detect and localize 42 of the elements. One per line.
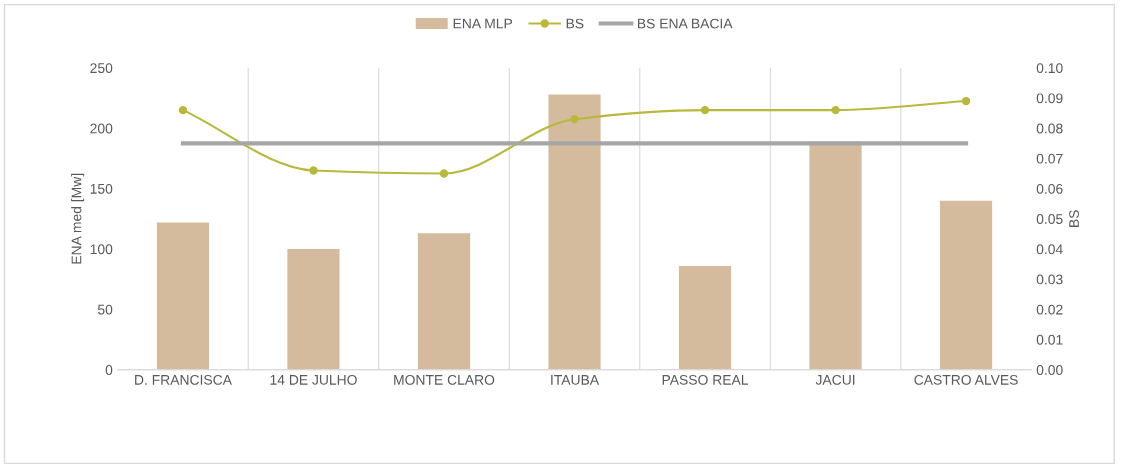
bar bbox=[548, 94, 601, 370]
legend-label: BS bbox=[566, 18, 584, 29]
x-tick-label: ITAUBA bbox=[551, 375, 600, 385]
y2-tick-label: 0.03 bbox=[1036, 274, 1063, 285]
bar bbox=[939, 200, 993, 370]
y2-tick-label: 0.08 bbox=[1036, 123, 1063, 134]
point bbox=[700, 105, 710, 115]
point bbox=[309, 166, 318, 175]
x-tick-label: D. FRANCISCA bbox=[135, 374, 232, 385]
bar bbox=[156, 222, 210, 370]
legend-label: BS ENA BACIA bbox=[637, 18, 733, 29]
y2-tick-label: 0.01 bbox=[1036, 334, 1063, 345]
y-tick-label: 250 bbox=[90, 63, 113, 74]
y2-tick-label: 0.10 bbox=[1036, 63, 1063, 74]
y-tick-label: 150 bbox=[90, 183, 113, 194]
y-tick-label: 0 bbox=[105, 365, 113, 375]
bar bbox=[417, 233, 471, 370]
y2-tick-label: 0.07 bbox=[1036, 153, 1063, 164]
x-tick-label: 14 DE JULHO bbox=[270, 374, 357, 385]
y2-tick-label: 0.09 bbox=[1036, 93, 1063, 104]
x-tick-label: PASSO REAL bbox=[662, 374, 749, 385]
point bbox=[439, 169, 449, 178]
point bbox=[178, 105, 188, 115]
x-tick-label: MONTE CLARO bbox=[394, 374, 495, 385]
bar bbox=[287, 248, 340, 370]
y2-tick-label: 0.04 bbox=[1036, 244, 1063, 255]
x-tick-label: JACUI bbox=[815, 374, 855, 385]
y2-tick-label: 0.06 bbox=[1036, 183, 1063, 194]
y-tick-label: 200 bbox=[90, 123, 113, 134]
y2-tick-label: 0.00 bbox=[1036, 365, 1063, 375]
y-tick-label: 50 bbox=[97, 304, 113, 315]
y2-tick-label: 0.05 bbox=[1036, 214, 1063, 224]
y-axis-title: ENA med [Mw] bbox=[71, 173, 85, 264]
point bbox=[961, 96, 971, 106]
point bbox=[831, 105, 840, 115]
bar bbox=[678, 265, 732, 370]
point bbox=[570, 115, 579, 124]
y-tick-label: 100 bbox=[90, 244, 113, 255]
legend-label: ENA MLP bbox=[453, 18, 513, 29]
y2-axis-title: BS bbox=[1069, 210, 1079, 227]
y2-tick-label: 0.02 bbox=[1036, 304, 1063, 315]
x-tick-label: CASTRO ALVES bbox=[914, 374, 1018, 385]
